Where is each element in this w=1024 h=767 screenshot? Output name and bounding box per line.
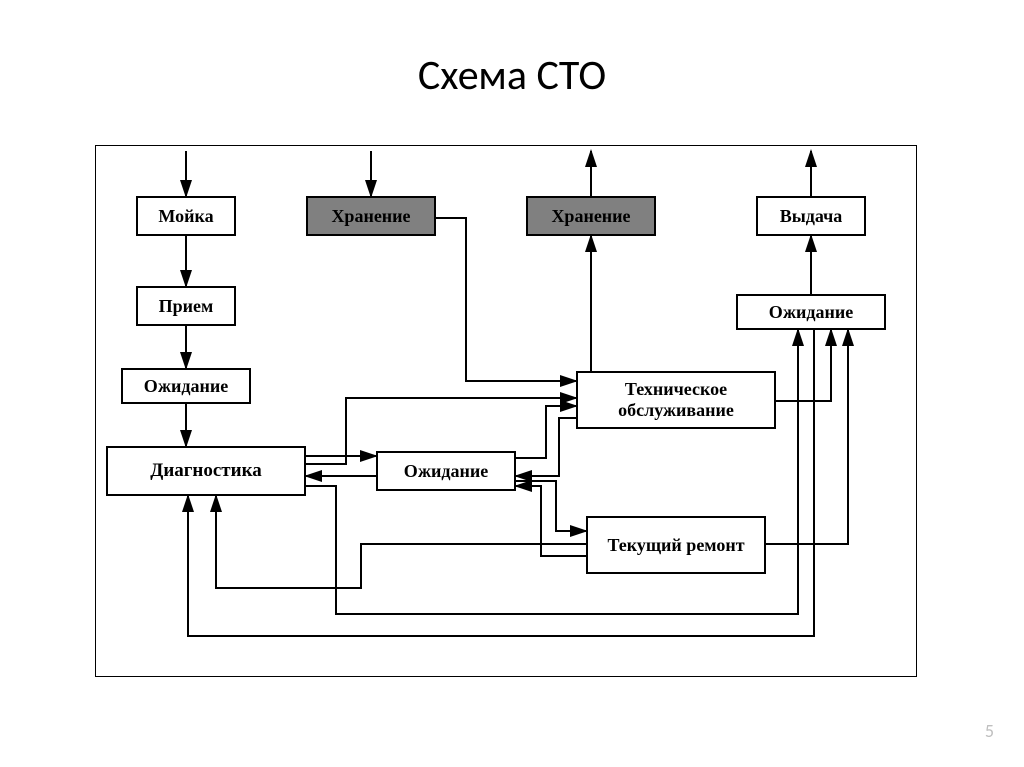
node-wait1: Ожидание — [121, 368, 251, 404]
node-diag: Диагностика — [106, 446, 306, 496]
edge — [516, 486, 586, 556]
edge — [766, 330, 848, 544]
node-wash: Мойка — [136, 196, 236, 236]
diagram-frame: Мойка Хранение Хранение Выдача Прием Ожидание… — [95, 145, 917, 677]
node-tech: Техническое обслуживание — [576, 371, 776, 429]
node-store2: Хранение — [526, 196, 656, 236]
edge — [776, 330, 831, 401]
node-recv: Прием — [136, 286, 236, 326]
slide-title: Схема СТО — [0, 50, 1024, 101]
edge — [216, 496, 586, 588]
edge — [436, 218, 576, 381]
node-issue: Выдача — [756, 196, 866, 236]
edge — [516, 481, 586, 531]
node-repair: Текущий ремонт — [586, 516, 766, 574]
edge — [516, 406, 576, 458]
node-wait2: Ожидание — [376, 451, 516, 491]
node-store1: Хранение — [306, 196, 436, 236]
page-number: 5 — [985, 720, 994, 742]
node-wait3: Ожидание — [736, 294, 886, 330]
edge — [516, 418, 576, 476]
